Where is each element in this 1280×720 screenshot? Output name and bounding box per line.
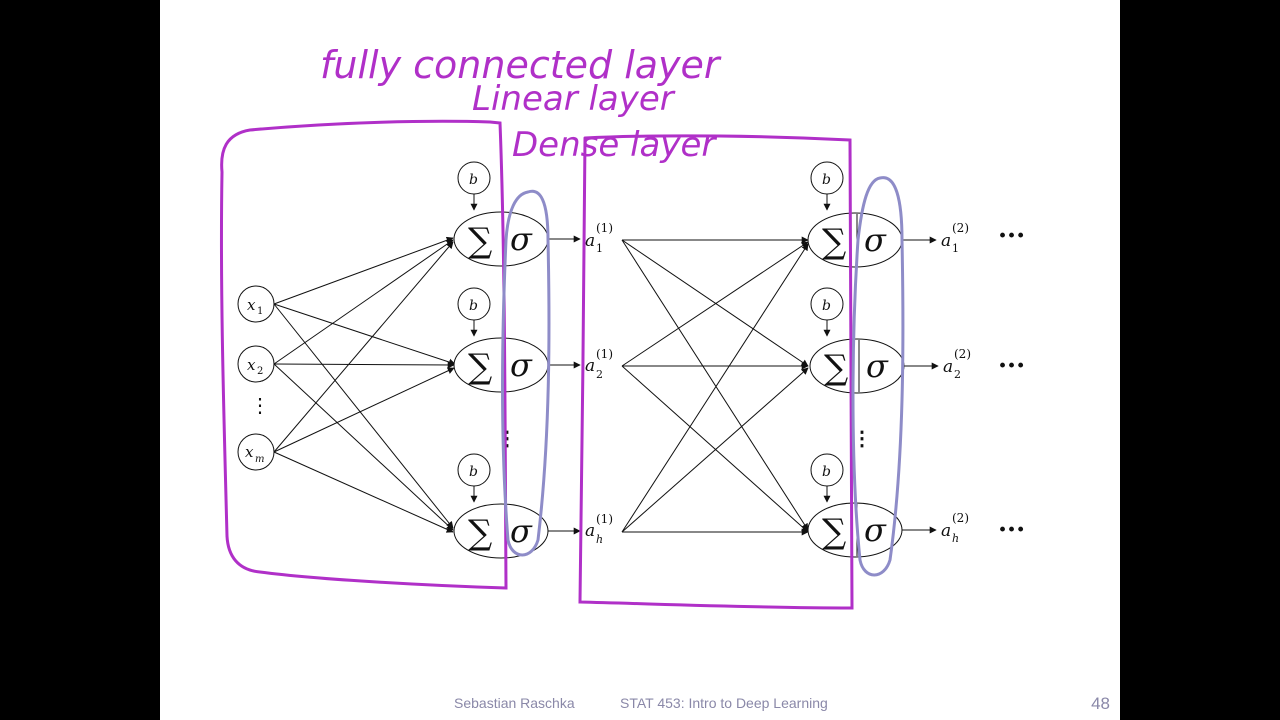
svg-text:(2): (2): [952, 511, 969, 525]
svg-text:x: x: [247, 296, 256, 314]
svg-text:σ: σ: [866, 347, 889, 385]
layer1-box-annotation: [219, 119, 508, 590]
svg-text:a: a: [585, 356, 595, 376]
svg-text:2: 2: [954, 368, 961, 381]
layer1-bias-2: b: [457, 287, 491, 337]
layer1-vdots: ⋮: [497, 426, 517, 450]
svg-text:x: x: [245, 443, 254, 461]
svg-text:b: b: [469, 298, 478, 314]
input-node-m: x m: [237, 433, 275, 471]
layer2-neuron-1: ∑ σ: [807, 212, 937, 268]
annotation-dense-layer: Dense layer: [512, 125, 717, 165]
svg-text:b: b: [822, 298, 831, 314]
continuation-dots-3: ···: [998, 515, 1025, 545]
svg-text:h: h: [596, 533, 603, 546]
svg-text:1: 1: [596, 242, 603, 255]
svg-text:(1): (1): [596, 512, 613, 526]
svg-text:b: b: [469, 172, 478, 188]
svg-text:σ: σ: [864, 221, 887, 259]
layer1-to-layer2-edges: [621, 236, 809, 536]
layer1-bias-3: b: [457, 453, 491, 503]
layer1-neuron-1: ∑ σ: [453, 211, 581, 267]
svg-text:a: a: [941, 521, 951, 541]
svg-text:1: 1: [952, 242, 959, 255]
layer2-neuron-3: ∑ σ: [807, 502, 937, 558]
svg-text:m: m: [255, 454, 264, 465]
svg-text:a: a: [585, 231, 595, 251]
layer2-activation-1: a 1 (2): [941, 221, 969, 255]
continuation-dots-1: ···: [998, 221, 1025, 251]
input-to-layer1-edges: [273, 236, 456, 533]
svg-text:x: x: [247, 356, 256, 374]
continuation-dots-2: ···: [998, 351, 1025, 381]
layer1-activation-1: a 1 (1): [585, 221, 613, 255]
slide: fully connected layer Linear layer Dense…: [160, 0, 1120, 720]
svg-text:∑: ∑: [824, 348, 848, 388]
annotation-linear-layer: Linear layer: [472, 79, 676, 119]
svg-text:(1): (1): [596, 221, 613, 235]
layer2-vdots: ⋮: [852, 426, 872, 450]
layer2-activation-2: a 2 (2): [943, 347, 971, 381]
layer2-box-annotation: [578, 134, 854, 610]
svg-text:b: b: [822, 172, 831, 188]
layer1-activation-h: a h (1): [585, 512, 613, 546]
layer2-activation-highlight: [851, 176, 905, 577]
input-node-1: x 1: [237, 285, 275, 323]
layer2-neuron-2: ∑ σ: [809, 338, 939, 394]
svg-text:∑: ∑: [822, 222, 846, 262]
layer2-bias-1: b: [810, 161, 844, 211]
svg-text:a: a: [943, 357, 953, 377]
svg-text:σ: σ: [510, 512, 533, 550]
input-vdots: ⋮: [250, 393, 270, 417]
svg-text:(2): (2): [952, 221, 969, 235]
layer1-activation-2: a 2 (1): [585, 347, 613, 381]
svg-text:∑: ∑: [468, 513, 492, 553]
layer1-neuron-3: ∑ σ: [453, 503, 581, 559]
input-node-2: x 2: [237, 345, 275, 383]
svg-text:2: 2: [257, 366, 263, 377]
svg-text:σ: σ: [510, 346, 533, 384]
svg-text:b: b: [822, 464, 831, 480]
svg-text:(2): (2): [954, 347, 971, 361]
svg-text:(1): (1): [596, 347, 613, 361]
layer2-bias-3: b: [810, 453, 844, 503]
svg-text:∑: ∑: [822, 512, 846, 552]
footer-course: STAT 453: Intro to Deep Learning: [620, 695, 828, 711]
svg-text:h: h: [952, 532, 959, 545]
layer1-neuron-2: ∑ σ: [453, 337, 581, 393]
layer2-bias-2: b: [810, 287, 844, 337]
svg-text:a: a: [941, 231, 951, 251]
layer1-bias-1: b: [457, 161, 491, 211]
svg-text:σ: σ: [864, 511, 887, 549]
layer1-activation-highlight: [501, 189, 551, 557]
svg-text:∑: ∑: [468, 347, 492, 387]
page-number: 48: [1091, 694, 1110, 713]
svg-text:1: 1: [257, 306, 263, 317]
svg-text:a: a: [585, 521, 595, 541]
svg-text:2: 2: [596, 368, 603, 381]
svg-text:∑: ∑: [468, 221, 492, 261]
svg-text:b: b: [469, 464, 478, 480]
network-diagram: fully connected layer Linear layer Dense…: [219, 43, 1025, 610]
footer-author: Sebastian Raschka: [454, 695, 575, 711]
annotation-fully-connected: fully connected layer: [320, 43, 722, 87]
layer2-activation-h: a h (2): [941, 511, 969, 545]
svg-text:σ: σ: [510, 220, 533, 258]
